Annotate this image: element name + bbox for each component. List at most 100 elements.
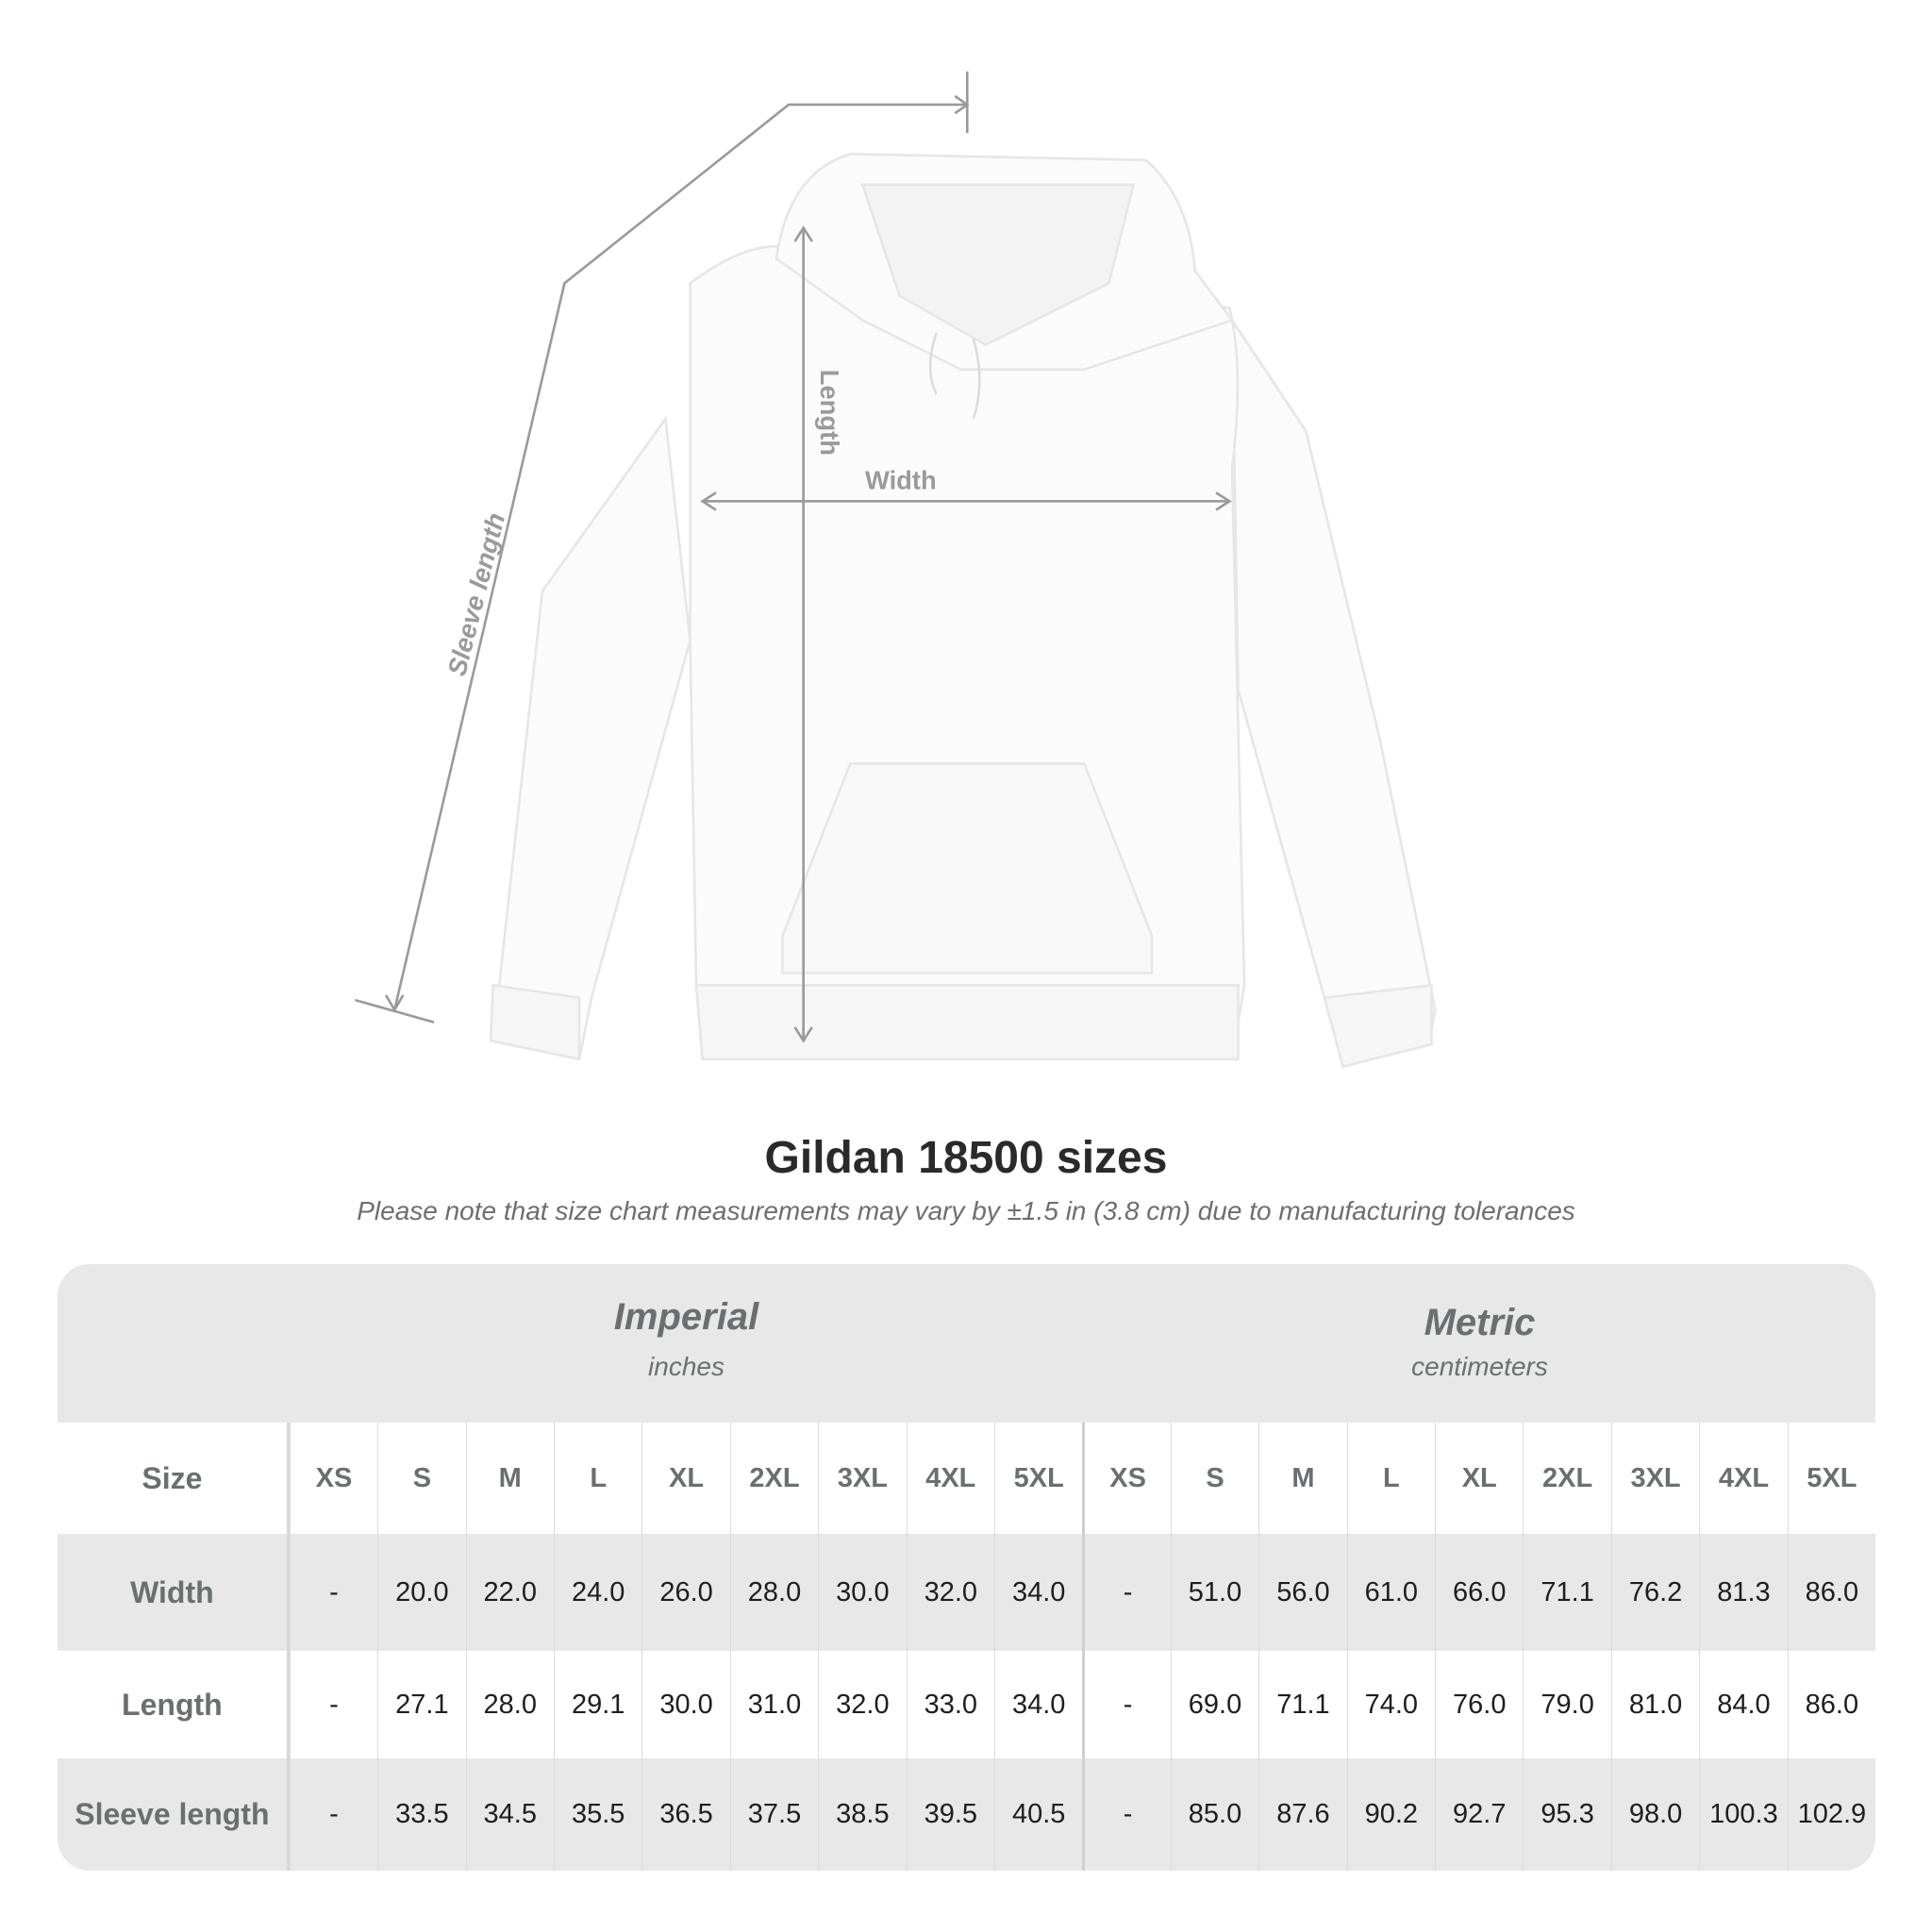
table-cell: 90.2 [1346,1758,1435,1871]
table-cell: 29.1 [553,1651,641,1758]
size-header-cell: 3XL [818,1423,906,1534]
table-cell: 34.0 [994,1534,1082,1651]
header-band [58,1264,1875,1423]
table-cell: 69.0 [1170,1651,1258,1758]
size-header-cell: 4XL [1699,1423,1787,1534]
table-cell: 86.0 [1787,1651,1875,1758]
table-cell: 30.0 [641,1651,729,1758]
table-row: Length -27.1 28.0 29.1 30.0 31.0 32.0 33.0 34.0-… [58,1651,1875,1758]
table-cell: - [1082,1651,1170,1758]
row-label: Width [58,1534,290,1651]
metric-title: Metric [1424,1302,1536,1343]
table-cell: 79.0 [1523,1651,1610,1758]
table-cell: 66.0 [1435,1534,1523,1651]
row-band [58,1534,1875,1651]
size-header-cell: M [465,1423,554,1534]
table-cell: 92.7 [1435,1758,1523,1871]
table-cell: - [289,1534,377,1651]
tolerance-note: Please note that size chart measurements… [357,1196,1575,1225]
table-cell: 85.0 [1170,1758,1258,1871]
size-header-cell: XS [289,1423,377,1534]
size-header-cell: M [1258,1423,1346,1534]
table-cell: 74.0 [1346,1651,1435,1758]
table-cell: 100.3 [1699,1758,1787,1871]
row-label: Sleeve length [58,1758,290,1871]
table-cell: 32.0 [818,1651,906,1758]
table-cell: 22.0 [465,1534,554,1651]
table-cell: 34.5 [465,1758,554,1871]
table-cell: 76.0 [1435,1651,1523,1758]
size-header-cell: 4XL [906,1423,994,1534]
size-header-row: Size XS S M L XL 2XL 3XL 4XL 5XL XS S M L XL 2XL 3XL 4XL 5… [58,1423,1875,1534]
table-cell: 33.0 [906,1651,994,1758]
length-label: Length [815,370,844,456]
size-header-cell: 3XL [1610,1423,1699,1534]
table-cell: 81.3 [1699,1534,1787,1651]
table-cell: - [289,1651,377,1758]
table-row: Width -20.0 22.0 24.0 26.0 28.0 30.0 32.0 34.0-5… [58,1534,1875,1651]
arrow-head-icon [384,994,405,1013]
table-cell: 37.5 [729,1758,818,1871]
table-cell: 31.0 [729,1651,818,1758]
table-cell: 33.5 [377,1758,465,1871]
table-cell: 26.0 [641,1534,729,1651]
table-cell: 38.5 [818,1758,906,1871]
table-cell: 36.5 [641,1758,729,1871]
size-header-cell: XS [1082,1423,1170,1534]
metric-header: Metric centimeters [1083,1264,1875,1423]
table-cell: 84.0 [1699,1651,1787,1758]
sleeve-length-line [392,103,968,1010]
metric-unit: centimeters [1411,1352,1548,1381]
page-title: Gildan 18500 sizes [764,1133,1168,1183]
table-cell: 51.0 [1170,1534,1258,1651]
imperial-title: Imperial [613,1296,759,1338]
table-cell: 87.6 [1258,1758,1346,1871]
table-cell: - [1082,1534,1170,1651]
size-header-cell: L [1346,1423,1435,1534]
size-header-cell: XL [1435,1423,1523,1534]
table-cell: 61.0 [1346,1534,1435,1651]
sleeve-length-label: Sleeve length [441,510,510,679]
table-cell: 28.0 [729,1534,818,1651]
arrow-head-icon [954,94,970,115]
imperial-header: Imperial inches [290,1264,1083,1423]
size-header-cell: 2XL [729,1423,818,1534]
table-cell: 56.0 [1258,1534,1346,1651]
hoodie-image [489,152,1437,1069]
size-header-cell: 2XL [1523,1423,1610,1534]
table-cell: 34.0 [994,1651,1082,1758]
size-header-cell: L [553,1423,641,1534]
table-cell: 24.0 [553,1534,641,1651]
table-cell: 32.0 [906,1534,994,1651]
table-cell: - [1082,1758,1170,1871]
table-cell: - [289,1758,377,1871]
width-label: Width [865,465,937,494]
table-cell: 27.1 [377,1651,465,1758]
size-header-cell: XL [641,1423,729,1534]
table-cell: 86.0 [1787,1534,1875,1651]
table-cell: 35.5 [553,1758,641,1871]
row-label: Size [58,1423,290,1534]
table-cell: 20.0 [377,1534,465,1651]
table-cell: 28.0 [465,1651,554,1758]
imperial-unit: inches [648,1352,724,1381]
table-cell: 95.3 [1523,1758,1610,1871]
row-band [58,1758,1875,1871]
table-cell: 30.0 [818,1534,906,1651]
row-label: Length [58,1651,290,1758]
table-cell: 102.9 [1787,1758,1875,1871]
hoodie-measurement-illustration: Sleeve length Length Width [355,71,1437,1069]
table-cell: 81.0 [1610,1651,1699,1758]
table-cell: 71.1 [1258,1651,1346,1758]
table-cell: 71.1 [1523,1534,1610,1651]
size-header-cell: S [1170,1423,1258,1534]
size-header-cell: 5XL [1787,1423,1875,1534]
size-table: Imperial inches Metric centimeters Size X… [58,1264,1875,1871]
table-row: Sleeve length -33.5 34.5 35.5 36.5 37.5 38.5 39… [58,1758,1875,1871]
size-header-cell: S [377,1423,465,1534]
table-cell: 98.0 [1610,1758,1699,1871]
table-cell: 40.5 [994,1758,1082,1871]
size-header-cell: 5XL [994,1423,1082,1534]
table-cell: 39.5 [906,1758,994,1871]
table-cell: 76.2 [1610,1534,1699,1651]
